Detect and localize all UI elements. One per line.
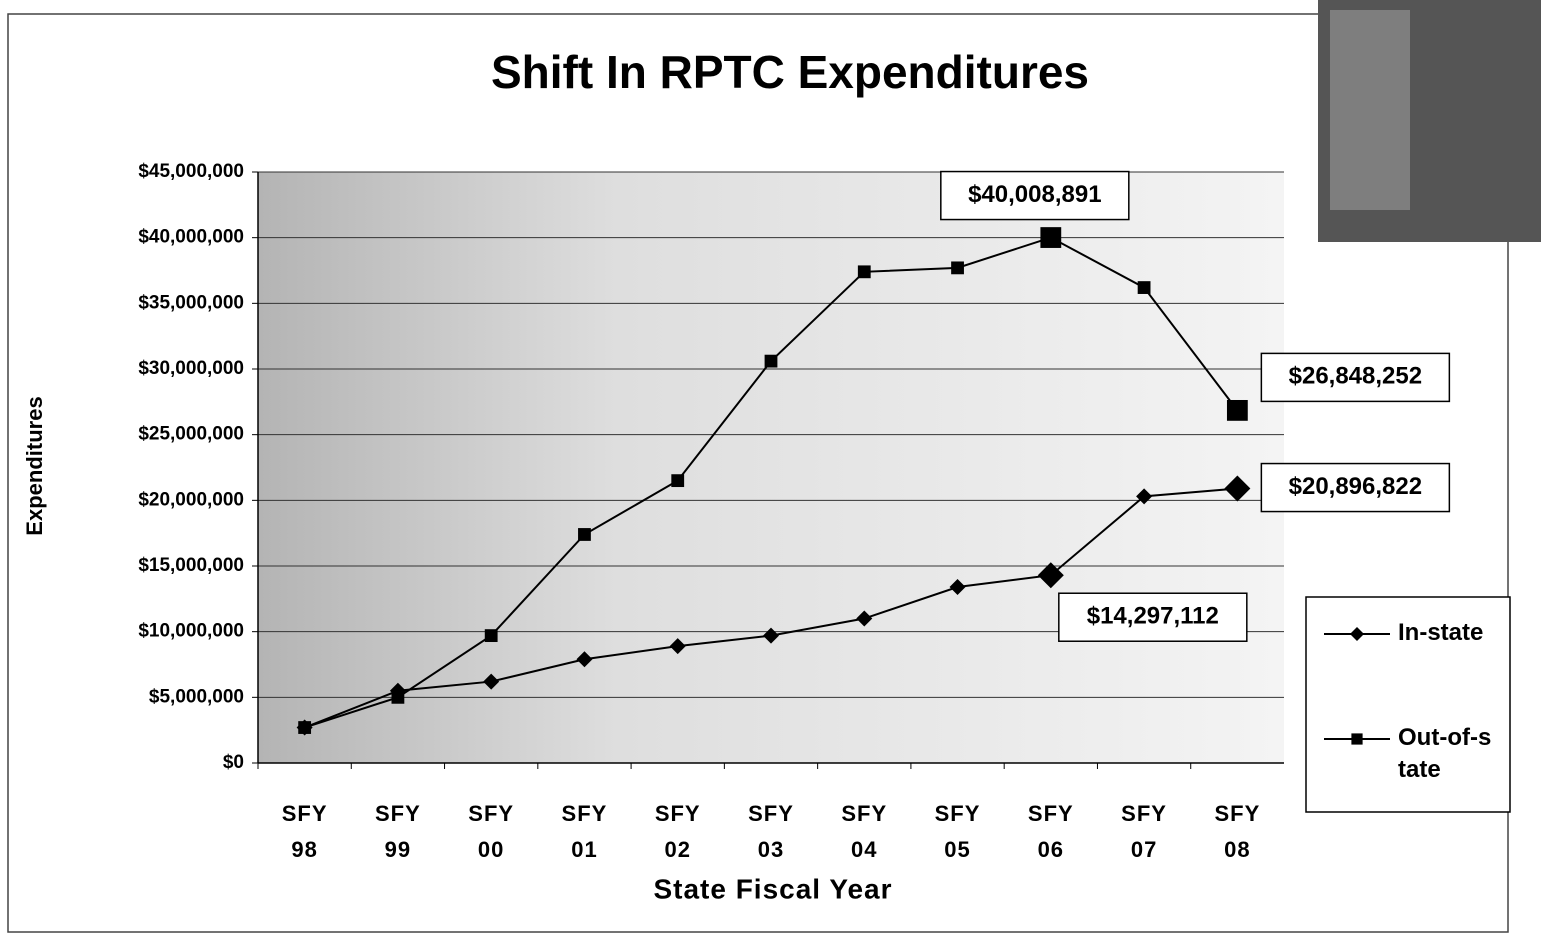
point [484, 629, 498, 643]
point [669, 638, 686, 655]
point [857, 265, 871, 279]
point [578, 528, 591, 541]
value-label: $26,848,252 [1289, 363, 1422, 390]
photo-detail [1330, 10, 1410, 210]
x-tick-label: SFY 02 [654, 801, 701, 862]
x-tick-label: SFY 05 [934, 801, 981, 862]
x-tick-label: SFY 03 [748, 801, 794, 862]
legend-box [1305, 596, 1511, 813]
chart-title: Shift In RPTC Expenditures [491, 46, 1089, 98]
point [949, 579, 966, 596]
x-tick-label: SFY 04 [841, 801, 888, 862]
y-tick-label: $40,000,000 [138, 227, 244, 248]
y-tick-label: $10,000,000 [138, 621, 244, 642]
frame [7, 13, 1509, 933]
point [298, 721, 312, 734]
legend-label: Out-of-state [1398, 724, 1492, 783]
point [1037, 562, 1064, 589]
x-tick-label: SFY 08 [1214, 801, 1261, 862]
value-label-box [1260, 462, 1451, 513]
point [483, 673, 500, 690]
y-tick-label: $45,000,000 [138, 161, 244, 182]
y-tick-label: $20,000,000 [138, 489, 244, 510]
y-tick-label: $35,000,000 [138, 292, 244, 313]
value-label-box [1058, 592, 1248, 642]
x-tick-label: SFY 98 [281, 801, 328, 862]
point [1136, 488, 1153, 505]
x-tick-label: SFY 99 [375, 801, 421, 862]
legend-marker [1350, 627, 1364, 641]
point [856, 610, 873, 627]
value-label: $20,896,822 [1289, 473, 1422, 500]
x-tick-label: SFY 00 [468, 801, 515, 862]
legend-marker [1351, 733, 1363, 745]
point [951, 261, 964, 275]
point [764, 354, 778, 368]
value-label-box [1260, 352, 1451, 403]
value-label: $14,297,112 [1087, 603, 1219, 630]
point [763, 627, 779, 644]
x-tick-label: SFY 01 [561, 801, 608, 862]
y-tick-label: $30,000,000 [138, 358, 244, 379]
legend-label: In-state [1398, 619, 1484, 646]
point [1137, 281, 1151, 294]
point [576, 651, 593, 668]
y-tick-label: $25,000,000 [138, 424, 244, 445]
x-axis-title: State Fiscal Year [653, 873, 892, 904]
y-tick-label: $15,000,000 [138, 555, 244, 576]
point [391, 690, 405, 704]
point [1224, 475, 1251, 502]
point [1040, 227, 1062, 248]
y-tick-label: $5,000,000 [149, 686, 244, 707]
x-tick-label: SFY 06 [1027, 801, 1074, 862]
value-label-box [940, 170, 1130, 221]
value-label: $40,008,891 [968, 181, 1101, 208]
plot-area [258, 172, 1284, 763]
point [1226, 399, 1248, 421]
y-tick-label: $0 [223, 752, 244, 773]
x-tick-label: SFY 07 [1121, 801, 1167, 862]
point [671, 474, 685, 488]
y-axis-title: Expenditures [22, 396, 47, 535]
